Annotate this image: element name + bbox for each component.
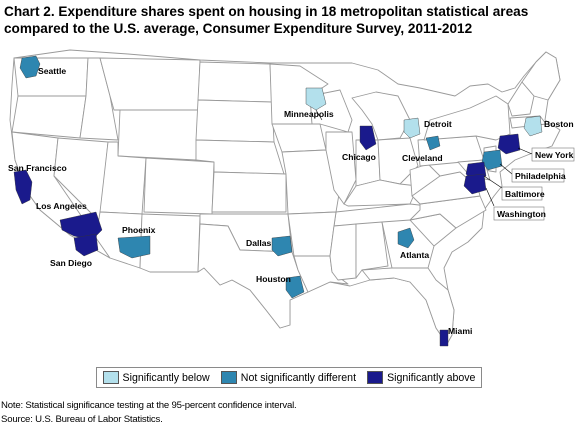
state-vermont-nh bbox=[507, 81, 535, 117]
state-ohio bbox=[377, 137, 419, 185]
label-washington: Washington bbox=[497, 209, 546, 219]
metro-cleveland bbox=[425, 135, 441, 151]
metro-atlanta bbox=[397, 227, 415, 249]
callout-line-new-york bbox=[517, 147, 533, 155]
metro-areas bbox=[13, 55, 543, 347]
legend-swatch-above bbox=[367, 371, 384, 384]
metro-new-york bbox=[497, 133, 521, 155]
metro-dallas bbox=[271, 235, 293, 257]
legend-item-above: Significantly above bbox=[367, 371, 475, 384]
state-north-dakota bbox=[197, 61, 273, 103]
source-note: Source: U.S. Bureau of Labor Statistics. bbox=[1, 414, 163, 425]
state-wyoming bbox=[117, 109, 199, 161]
label-minneapolis: Minneapolis bbox=[284, 109, 334, 119]
state-alabama bbox=[355, 221, 389, 279]
label-houston: Houston bbox=[256, 274, 291, 284]
metro-san-francisco bbox=[13, 169, 33, 205]
state-boundaries bbox=[9, 49, 561, 345]
legend-swatch-below bbox=[102, 371, 119, 384]
label-san-francisco: San Francisco bbox=[8, 163, 67, 173]
metro-chicago bbox=[359, 125, 377, 151]
state-mississippi bbox=[329, 223, 357, 281]
legend-swatch-not-different bbox=[220, 371, 237, 384]
label-detroit: Detroit bbox=[424, 119, 452, 129]
label-box-new-york bbox=[531, 147, 575, 162]
label-new-york: New York bbox=[535, 150, 574, 160]
label-boston: Boston bbox=[544, 119, 574, 129]
legend-item-not-different: Not significantly different bbox=[220, 371, 357, 384]
state-new-mexico bbox=[139, 213, 201, 273]
state-arkansas bbox=[287, 211, 337, 257]
label-philadelphia: Philadelphia bbox=[515, 171, 566, 181]
label-seattle: Seattle bbox=[38, 66, 66, 76]
legend-item-below: Significantly below bbox=[102, 371, 210, 384]
label-box-baltimore bbox=[501, 186, 543, 201]
footnote: Note: Statistical significance testing a… bbox=[1, 400, 297, 411]
state-iowa bbox=[271, 123, 327, 153]
state-oregon bbox=[11, 95, 87, 139]
label-los-angeles: Los Angeles bbox=[36, 201, 87, 211]
label-cleveland: Cleveland bbox=[402, 153, 443, 163]
label-box-washington bbox=[493, 206, 545, 221]
callout-boxes bbox=[493, 147, 575, 221]
label-san-diego: San Diego bbox=[50, 258, 92, 268]
callout-line-philadelphia bbox=[499, 163, 513, 175]
state-texas bbox=[197, 223, 309, 329]
state-north-carolina bbox=[409, 195, 487, 229]
chart-title: Chart 2. Expenditure shares spent on hou… bbox=[4, 4, 529, 36]
metro-minneapolis bbox=[305, 87, 327, 111]
state-michigan bbox=[351, 91, 411, 141]
state-south-dakota bbox=[195, 99, 275, 143]
metro-houston bbox=[285, 275, 305, 299]
metro-miami bbox=[439, 329, 449, 347]
label-miami: Miami bbox=[448, 326, 472, 336]
state-new-york bbox=[423, 95, 511, 141]
metro-boston bbox=[523, 115, 543, 137]
label-baltimore: Baltimore bbox=[505, 189, 545, 199]
label-box-philadelphia bbox=[511, 168, 565, 183]
label-atlanta: Atlanta bbox=[400, 250, 429, 260]
metro-san-diego bbox=[73, 233, 99, 257]
metro-washington bbox=[463, 173, 487, 195]
state-maine bbox=[521, 51, 561, 101]
metro-phoenix bbox=[117, 235, 151, 259]
legend-label-below: Significantly below bbox=[122, 371, 210, 384]
legend-label-not-different: Not significantly different bbox=[240, 371, 357, 384]
callout-line-minneapolis bbox=[315, 109, 323, 121]
label-chicago: Chicago bbox=[342, 152, 376, 162]
state-kentucky bbox=[343, 179, 419, 207]
metro-labels: Seattle San Francisco Los Angeles San Di… bbox=[8, 66, 574, 336]
callout-lines bbox=[315, 109, 533, 207]
legend-label-above: Significantly above bbox=[387, 371, 476, 384]
metro-seattle bbox=[19, 55, 41, 79]
state-kansas bbox=[211, 171, 287, 213]
callout-line-baltimore bbox=[483, 175, 503, 189]
metro-detroit bbox=[403, 117, 421, 139]
state-colorado bbox=[143, 157, 215, 215]
label-phoenix: Phoenix bbox=[122, 225, 156, 235]
metro-philadelphia bbox=[481, 149, 503, 171]
legend: Significantly below Not significantly di… bbox=[96, 367, 482, 388]
state-florida bbox=[361, 267, 455, 345]
callout-line-washington bbox=[485, 187, 495, 207]
state-montana bbox=[99, 57, 201, 111]
label-dallas: Dallas bbox=[246, 238, 272, 248]
